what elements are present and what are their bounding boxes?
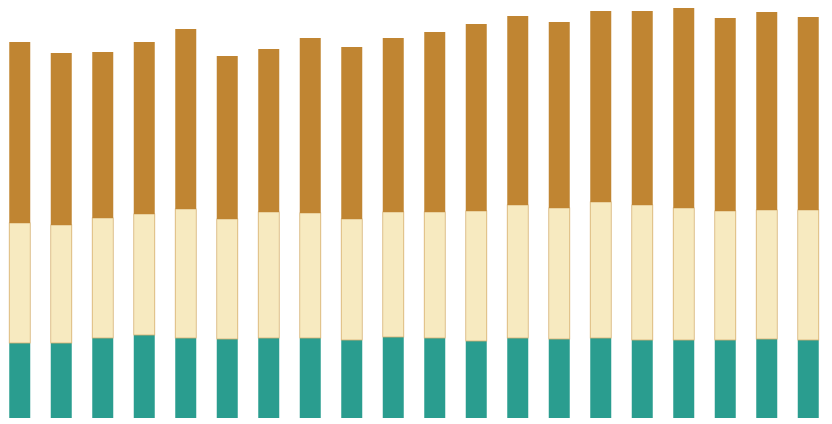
bar-segment (9, 42, 31, 223)
bar-segment (258, 49, 280, 212)
bar-segment (465, 210, 488, 342)
bar-segment (133, 335, 155, 418)
bar-segment (92, 338, 114, 418)
bar-segment (50, 224, 73, 344)
bar-segment (714, 210, 737, 341)
bar-segment (340, 218, 363, 341)
bar-segment (133, 42, 155, 214)
bar-segment (50, 343, 72, 418)
bar-segment (755, 209, 778, 340)
bar-segment (8, 222, 31, 344)
bar-segment (797, 209, 820, 341)
bar-segment (714, 340, 736, 418)
bar-segment (216, 56, 238, 219)
bar-segment (465, 24, 487, 211)
bar-segment (423, 211, 446, 339)
bar-segment (797, 340, 819, 418)
bar-segment (175, 338, 197, 418)
bar-segment (424, 338, 446, 418)
bar-segment (174, 208, 197, 339)
bar-segment (299, 38, 321, 213)
bar-segment (590, 338, 612, 418)
bar-segment (673, 340, 695, 418)
bar-segment (631, 11, 653, 205)
bar-segment (341, 47, 363, 219)
bar-segment (9, 343, 31, 418)
bar-segment (797, 17, 819, 210)
bar-segment (216, 218, 239, 340)
bar-segment (672, 207, 695, 341)
bar-segment (465, 341, 487, 418)
bar-segment (507, 338, 529, 418)
bar-segment (506, 204, 529, 339)
bar-segment (548, 207, 571, 340)
bar-segment (133, 213, 156, 336)
bar-segment (756, 12, 778, 210)
bar-segment (756, 339, 778, 418)
bar-segment (548, 22, 570, 208)
bar-segment (92, 52, 114, 218)
bar-segment (258, 338, 280, 418)
bar-segment (299, 212, 322, 339)
bar-segment (714, 18, 736, 211)
bar-segment (590, 11, 612, 202)
bar-segment (91, 217, 114, 339)
bar-segment (299, 338, 321, 418)
bar-segment (257, 211, 280, 339)
bar-segment (507, 16, 529, 205)
bar-segment (50, 53, 72, 225)
bar-segment (631, 340, 653, 418)
bar-segment (631, 204, 654, 341)
bar-segment (424, 32, 446, 212)
bar-segment (382, 211, 405, 338)
bar-segment (673, 8, 695, 208)
bar-segment (341, 340, 363, 418)
bar-segment (382, 38, 404, 212)
bar-segment (175, 29, 197, 209)
bar-segment (382, 337, 404, 418)
bar-segment (216, 339, 238, 418)
bar-segment (548, 339, 570, 418)
bar-segment (589, 201, 612, 339)
